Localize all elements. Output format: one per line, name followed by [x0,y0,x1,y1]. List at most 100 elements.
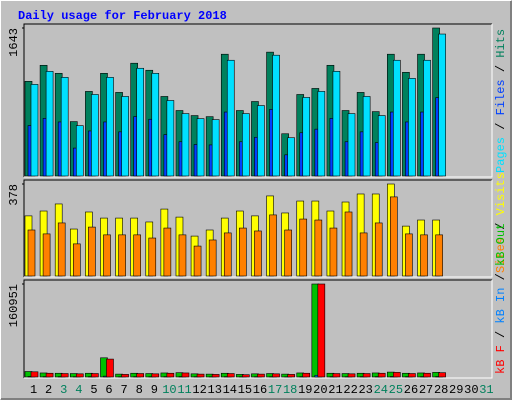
x-tick-label: 11 [177,383,191,397]
x-tick-label: 30 [464,383,478,397]
panel-border [24,180,493,278]
legend: kB F / kB In / kB Out [494,223,508,374]
legend-entry: kB Out [494,223,508,266]
bar [133,234,141,277]
x-tick-label: 6 [105,383,112,397]
bar [163,227,172,277]
bar [332,373,341,378]
bar [317,91,326,177]
x-tick-label: 1 [30,383,37,397]
bar [151,373,160,378]
x-tick-label: 28 [434,383,448,397]
x-tick-label: 4 [75,383,82,397]
chart-title: Daily usage for February 2018 [18,9,227,23]
bar [302,97,311,177]
bar [374,222,383,277]
legend-entry: Files [494,79,508,115]
bar [405,233,413,277]
bar [103,234,111,277]
x-tick-label: 29 [449,383,463,397]
bar [118,234,126,277]
bar [91,94,99,177]
x-tick-label: 12 [192,383,206,397]
bar [151,73,160,177]
panel-border [23,23,492,177]
x-tick-label: 9 [151,383,158,397]
bar [91,373,99,378]
bar [242,113,250,177]
bar [45,372,54,378]
bar [178,234,187,277]
bar [121,96,129,177]
bar [148,237,157,277]
panel-border [24,280,493,379]
bar [211,119,220,177]
bar [166,372,175,378]
bar [408,373,416,378]
y-tick-label: 160951 [7,284,21,327]
bar [377,372,386,378]
bar [88,226,96,277]
bar [272,373,280,378]
bar [287,374,295,378]
bar [60,373,69,378]
bar [193,245,202,277]
panel-border [23,279,492,378]
x-tick-label: 7 [121,383,128,397]
x-tick-label: 31 [479,383,493,397]
bar [390,196,398,277]
bar [408,78,416,177]
bar [106,77,114,177]
x-tick-label: 5 [90,383,97,397]
y-tick-label: 378 [7,184,21,206]
bar [60,77,69,177]
bar [30,371,39,378]
bar [359,232,368,277]
bar [438,33,446,177]
bar [196,373,205,378]
x-tick-label: 18 [283,383,297,397]
bar [239,227,247,277]
bar [136,67,144,177]
legend-entry: Sites [494,237,508,273]
bar [226,59,235,177]
bar [272,54,280,177]
legend-separator: / [494,273,508,280]
x-tick-label: 15 [238,383,252,397]
bar [347,373,356,378]
bar [284,229,292,277]
legend: Pages / Files / Hits [494,29,508,173]
bar [423,59,431,177]
x-tick-label: 23 [358,383,372,397]
x-tick-label: 8 [136,383,143,397]
bar [75,373,84,378]
bar [254,230,262,277]
legend-entry: kB F [494,345,508,374]
bar [42,233,51,277]
bar [344,211,353,277]
bar [423,372,431,378]
x-tick-label: 14 [223,383,237,397]
bar [393,372,401,378]
x-tick-label: 19 [298,383,312,397]
bar [121,374,129,378]
bar [329,227,338,277]
bar [242,374,250,378]
bar [106,358,114,378]
bar [287,137,295,177]
bar [302,372,311,378]
bar [208,239,217,277]
bar [420,234,428,277]
bar [181,113,190,177]
bar [27,229,36,277]
legend: Sites / Visits [494,172,508,273]
x-tick-label: 17 [268,383,282,397]
bar [317,283,326,378]
legend-entry: kB In [494,288,508,324]
x-tick-label: 24 [374,383,388,397]
x-tick-label: 22 [343,383,357,397]
x-tick-label: 10 [162,383,176,397]
bar [223,232,232,277]
